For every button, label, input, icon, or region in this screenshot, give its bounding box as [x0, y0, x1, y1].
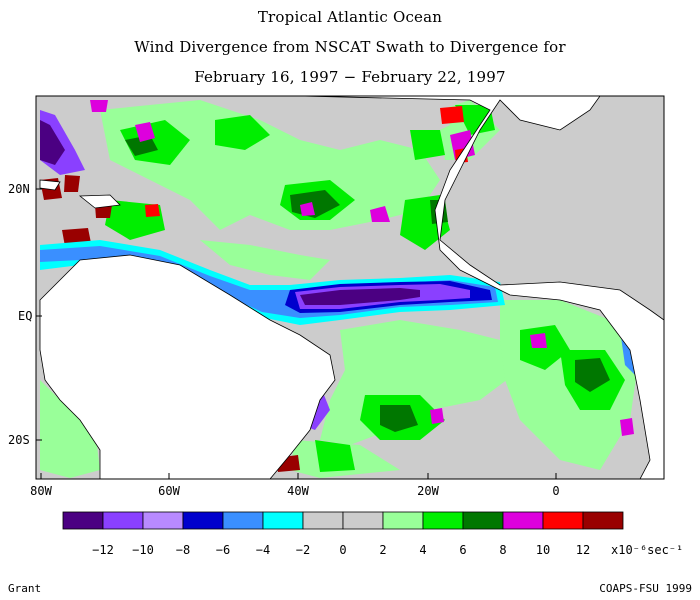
legend-swatch — [542, 511, 584, 530]
lon-label-40w: 40W — [287, 484, 309, 498]
divergence-magenta-areas — [90, 100, 634, 436]
legend-swatch — [222, 511, 264, 530]
legend-tick-label: −12 — [92, 543, 114, 557]
map-title-line-1: Tropical Atlantic Ocean — [257, 8, 443, 26]
lon-label-60w: 60W — [158, 484, 180, 498]
legend-tick-label: −4 — [256, 543, 270, 557]
legend-swatch — [462, 511, 504, 530]
legend-tick-label: 0 — [339, 543, 346, 557]
legend-swatch — [142, 511, 184, 530]
legend-color-bar — [62, 511, 624, 530]
legend-tick-label: −6 — [216, 543, 230, 557]
legend-swatch — [102, 511, 144, 530]
caribbean-island — [78, 194, 121, 209]
lat-label-20n: 20N — [8, 182, 30, 196]
legend-tick-label: −10 — [132, 543, 154, 557]
map-title-line-3: February 16, 1997 − February 22, 1997 — [194, 68, 506, 86]
legend-swatch — [582, 511, 624, 530]
legend-tick-label: 8 — [499, 543, 506, 557]
lon-label-0: 0 — [552, 484, 559, 498]
legend-swatch — [342, 511, 384, 530]
legend-tick-label: 2 — [379, 543, 386, 557]
legend-swatch — [502, 511, 544, 530]
legend-tick-label: −8 — [176, 543, 190, 557]
lon-label-20w: 20W — [417, 484, 439, 498]
legend-swatch — [302, 511, 344, 530]
lon-label-80w: 80W — [30, 484, 52, 498]
legend-tick-label: 12 — [576, 543, 590, 557]
legend-tick-label: 6 — [459, 543, 466, 557]
legend-tick-label: 4 — [419, 543, 426, 557]
legend-swatch — [382, 511, 424, 530]
legend-tick-labels: −12 −10 −8 −6 −4 −2 0 2 4 6 8 10 12 — [92, 543, 590, 557]
axis-ticks — [36, 188, 557, 479]
legend-swatch — [182, 511, 224, 530]
legend-units: x10⁻⁶sec⁻¹ — [611, 543, 683, 557]
legend-swatch — [422, 511, 464, 530]
map-title-line-2: Wind Divergence from NSCAT Swath to Dive… — [134, 38, 566, 56]
land-masses — [36, 96, 664, 479]
south-america-landmass — [39, 254, 336, 479]
legend-tick-label: −2 — [296, 543, 310, 557]
lat-label-eq: EQ — [18, 309, 32, 323]
legend-swatch — [262, 511, 304, 530]
cuba-island — [39, 179, 61, 191]
footer-author: Grant — [8, 582, 42, 595]
footer-credit: COAPS-FSU 1999 — [599, 582, 692, 595]
legend-tick-label: 10 — [536, 543, 550, 557]
lat-label-20s: 20S — [8, 433, 30, 447]
map-field — [36, 96, 664, 479]
map-frame — [35, 95, 665, 480]
africa-landmass — [36, 96, 664, 479]
legend-swatch — [62, 511, 104, 530]
